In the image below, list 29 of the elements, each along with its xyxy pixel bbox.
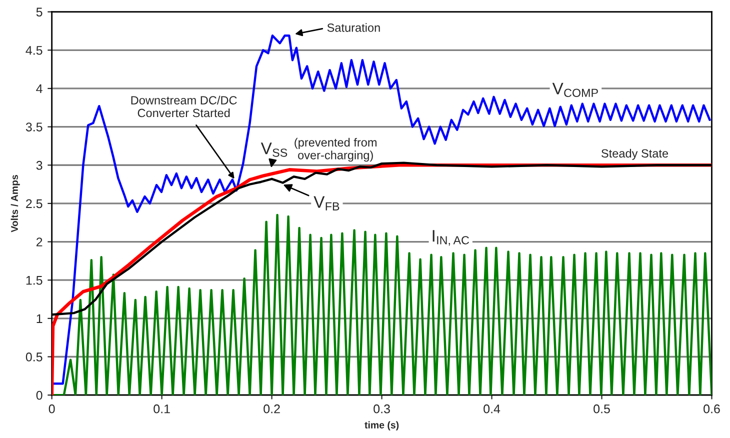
annotation: (prevented from over-charging) bbox=[294, 138, 376, 162]
annotation: Saturation bbox=[327, 23, 380, 32]
y-tick-label: 4 bbox=[36, 84, 42, 94]
x-tick-label: 0.1 bbox=[154, 404, 170, 414]
y-axis-title: Volts / Amps bbox=[10, 174, 20, 232]
x-tick-label: 0.3 bbox=[374, 404, 390, 414]
y-tick-label: 0.5 bbox=[26, 352, 42, 362]
x-tick-label: 0.5 bbox=[594, 404, 610, 414]
series-label: V$_{SS}$ bbox=[260, 142, 288, 157]
series-label: V$_{FB}$ bbox=[314, 196, 340, 210]
y-tick-label: 5 bbox=[36, 8, 42, 16]
annotation: Steady State bbox=[602, 148, 668, 160]
x-axis-title: time (s) bbox=[364, 421, 399, 430]
x-tick-label: 0.2 bbox=[264, 404, 280, 414]
y-tick-label: 4.5 bbox=[26, 46, 42, 55]
y-tick-label: 0 bbox=[36, 390, 42, 400]
x-tick-label: 0.6 bbox=[704, 404, 720, 414]
y-tick-label: 2 bbox=[36, 238, 42, 246]
line-series bbox=[52, 34, 711, 385]
series-label: I$_{IN,AC}$ bbox=[432, 230, 470, 246]
x-tick-label: 0 bbox=[48, 404, 55, 414]
x-tick-label: 0.4 bbox=[484, 404, 500, 414]
annotation: Downstream DC/DC Converter Started bbox=[131, 96, 237, 118]
series-label: V$_{COMP}$ bbox=[552, 82, 598, 98]
y-tick-label: 1 bbox=[36, 314, 42, 323]
y-tick-label: 1.5 bbox=[26, 276, 42, 285]
y-tick-label: 3 bbox=[36, 160, 42, 170]
y-tick-label: 2.5 bbox=[26, 199, 42, 208]
y-tick-label: 3.5 bbox=[26, 122, 42, 132]
